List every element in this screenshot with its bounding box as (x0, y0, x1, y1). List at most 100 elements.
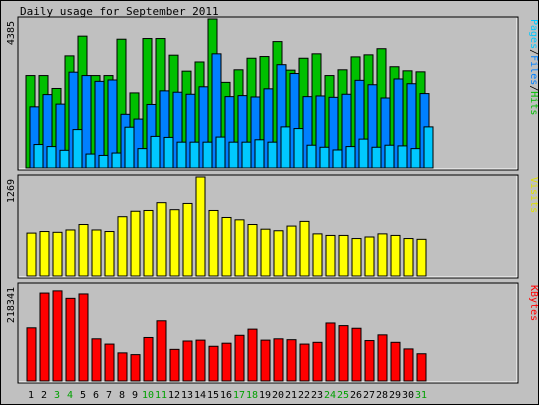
bar-visits-day-19 (260, 228, 271, 277)
x-axis-labels: 1 2 3 4 5 6 7 8 9 10 11 12 13 14 15 16 17 18 19 20 21 22 23 24 2… (28, 390, 427, 401)
bar-pages-day-25 (345, 146, 356, 169)
bar-kbytes-day-6 (91, 338, 102, 382)
legend-segment: KBytes (528, 285, 539, 321)
bar-kbytes-day-19 (260, 339, 271, 382)
bar-pages-day-14 (202, 141, 213, 169)
kbytes-panel: 218341 KBytes (6, 282, 539, 384)
bar-kbytes-day-10 (143, 336, 154, 382)
bar-visits-day-21 (286, 225, 297, 277)
x-tick-label: 2 (41, 390, 47, 401)
bar-pages-day-22 (306, 144, 317, 169)
legend-segment: Files (528, 55, 539, 85)
bar-visits-day-2 (39, 231, 50, 277)
bar-kbytes-day-26 (351, 327, 362, 382)
bar-kbytes-day-31 (416, 353, 427, 382)
bar-visits-day-11 (156, 202, 167, 277)
bar-pages-day-3 (59, 149, 70, 169)
x-tick-label: 8 (119, 390, 125, 401)
bar-visits-day-5 (78, 224, 89, 277)
bar-visits-day-18 (247, 224, 258, 277)
bar-pages-day-13 (189, 141, 200, 169)
y-max-label: 4385 (6, 21, 17, 45)
bar-pages-day-30 (410, 148, 421, 169)
bar-kbytes-day-1 (26, 327, 37, 382)
bar-visits-day-27 (364, 236, 375, 277)
y-max-label: 218341 (6, 287, 17, 323)
bar-kbytes-day-20 (273, 338, 284, 382)
x-tick-label: 9 (132, 390, 138, 401)
legend-segment: / (528, 85, 539, 91)
x-tick-label: 16 (220, 390, 232, 401)
legend-label: KBytes (528, 285, 539, 321)
bar-kbytes-day-24 (325, 322, 336, 382)
bar-pages-day-6 (98, 154, 109, 169)
bar-visits-day-8 (117, 216, 128, 277)
x-tick-label: 4 (67, 390, 73, 401)
x-tick-label: 6 (93, 390, 99, 401)
series-visits (26, 176, 427, 277)
bar-pages-day-26 (358, 138, 369, 169)
bar-visits-day-29 (390, 234, 401, 277)
bar-visits-day-16 (221, 216, 232, 277)
visits-panel: 1269 Visits (6, 174, 539, 279)
legend-segment: Visits (528, 177, 539, 213)
bar-pages-day-5 (85, 153, 96, 169)
bar-pages-day-23 (319, 146, 330, 169)
bar-visits-day-31 (416, 238, 427, 277)
bar-kbytes-day-12 (169, 348, 180, 382)
legend-label: Pages/Files/Hits (528, 19, 539, 115)
bar-visits-day-14 (195, 176, 206, 277)
bar-visits-day-12 (169, 209, 180, 277)
x-tick-label: 1 (28, 390, 34, 401)
bar-pages-day-2 (46, 146, 57, 169)
bar-kbytes-day-22 (299, 343, 310, 382)
x-tick-label: 25 (337, 390, 349, 401)
bar-pages-day-27 (371, 146, 382, 169)
bar-kbytes-day-2 (39, 292, 50, 382)
x-tick-label: 11 (155, 390, 167, 401)
bar-visits-day-4 (65, 229, 76, 277)
bar-kbytes-day-29 (390, 341, 401, 382)
bar-kbytes-day-23 (312, 341, 323, 382)
bar-kbytes-day-3 (52, 290, 63, 382)
bar-visits-day-10 (143, 209, 154, 277)
bar-pages-day-31 (423, 126, 434, 169)
x-tick-label: 15 (207, 390, 219, 401)
bar-pages-day-10 (150, 135, 161, 169)
bar-visits-day-30 (403, 238, 414, 277)
bar-kbytes-day-5 (78, 293, 89, 382)
bar-kbytes-day-11 (156, 320, 167, 382)
bar-pages-day-17 (241, 141, 252, 169)
bar-pages-day-18 (254, 139, 265, 169)
x-tick-label: 19 (259, 390, 271, 401)
bar-kbytes-day-18 (247, 328, 258, 382)
bar-visits-day-23 (312, 233, 323, 277)
bar-visits-day-13 (182, 202, 193, 277)
bar-visits-day-22 (299, 220, 310, 277)
x-tick-label: 21 (285, 390, 297, 401)
x-tick-label: 26 (350, 390, 362, 401)
bar-pages-day-7 (111, 152, 122, 169)
bar-kbytes-day-17 (234, 334, 245, 382)
bar-pages-day-11 (163, 136, 174, 169)
bar-pages-day-29 (397, 145, 408, 169)
bar-visits-day-1 (26, 232, 37, 277)
x-tick-label: 23 (311, 390, 323, 401)
bar-visits-day-24 (325, 234, 336, 277)
bar-pages-day-1 (33, 144, 44, 169)
y-max-label: 1269 (6, 179, 17, 203)
series-pages (33, 126, 434, 169)
chart-panels: 4385 Pages/Files/Hits 1269 Visits 218341 KByt… (6, 16, 539, 384)
x-tick-label: 17 (233, 390, 245, 401)
bar-pages-day-15 (215, 136, 226, 169)
bar-kbytes-day-13 (182, 340, 193, 382)
bar-kbytes-day-15 (208, 345, 219, 382)
x-tick-label: 29 (389, 390, 401, 401)
bar-pages-day-8 (124, 126, 135, 169)
bar-kbytes-day-16 (221, 342, 232, 382)
bar-kbytes-day-30 (403, 348, 414, 382)
bar-visits-day-20 (273, 230, 284, 277)
bar-pages-day-9 (137, 148, 148, 169)
x-tick-label: 7 (106, 390, 112, 401)
